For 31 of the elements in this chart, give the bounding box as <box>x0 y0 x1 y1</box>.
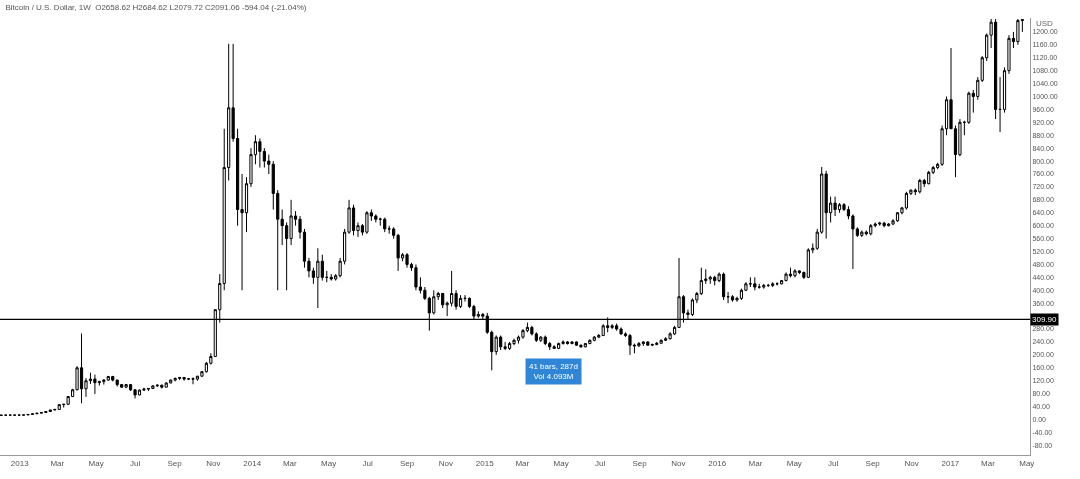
x-tick-label: Nov <box>904 458 919 468</box>
x-tick-label: 2013 <box>10 458 30 468</box>
x-tick-label: Sep <box>399 458 415 468</box>
x-tick-label: 2015 <box>475 458 495 468</box>
chart-title: Bitcoin / U.S. Dollar, 1W O2658.62 H2684.62 L2079.72 C2091.06 -594.04 (-21.04%) <box>5 3 307 13</box>
x-tick-label: Nov <box>438 458 454 468</box>
x-tick-label: May <box>553 458 569 468</box>
x-tick-label: Sep <box>632 458 648 468</box>
x-tick-label: 2017 <box>941 458 960 468</box>
text: USD <box>1036 19 1054 28</box>
x-tick-label: Sep <box>865 458 881 468</box>
x-tick-label: Nov <box>671 458 686 468</box>
x-tick-label: Mar <box>282 458 298 468</box>
x-tick-label: Jul <box>828 458 839 468</box>
x-tick-label: Nov <box>206 458 221 468</box>
x-tick-label: May <box>321 458 337 468</box>
x-tick-label: Jul <box>129 458 141 468</box>
x-tick-label: Jul <box>594 458 606 468</box>
x-tick-label: Mar <box>748 458 763 468</box>
x-tick-label: May <box>786 458 802 468</box>
x-tick-label: May <box>1019 458 1035 468</box>
ref-line-label: 309.90 <box>1032 315 1058 324</box>
x-tick-label: Mar <box>981 458 996 468</box>
x-tick-label: Jul <box>362 458 373 468</box>
annotation: 41 bars, 287d Vol 4.093M <box>529 362 578 382</box>
x-tick-label: Mar <box>50 458 65 468</box>
x-tick-label: Mar <box>515 458 530 468</box>
x-tick-label: Sep <box>167 458 183 468</box>
x-tick-label: 2014 <box>243 458 262 468</box>
x-tick-label: 2016 <box>708 458 727 468</box>
x-tick-label: May <box>88 458 104 468</box>
